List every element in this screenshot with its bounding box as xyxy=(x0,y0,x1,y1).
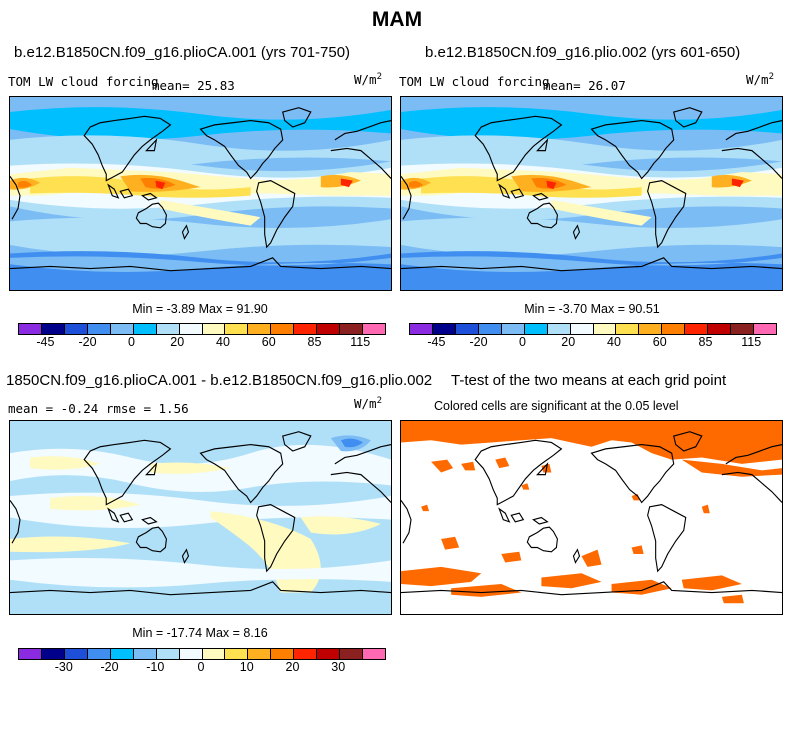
panel3-colorbar-tick-label: 0 xyxy=(197,660,205,674)
panel3-colorbar-swatch xyxy=(41,649,65,659)
panel2-colorbar-tick-label: 60 xyxy=(652,335,667,349)
panel1-colorbar-labels: -45 -20 0 20 40 60 85 115 xyxy=(18,335,384,351)
panel1-case-title: b.e12.B1850CN.f09_g16.plioCA.001 (yrs 70… xyxy=(14,44,351,61)
panel1-colorbar-tick-label: 60 xyxy=(261,335,276,349)
panel3-colorbar-swatch xyxy=(340,649,364,659)
panel3-colorbar-tick-label: -10 xyxy=(146,660,165,674)
panel2-colorbar-swatch xyxy=(708,324,732,334)
panel2-colorbar-swatch xyxy=(754,324,776,334)
panel2-colorbar-swatch xyxy=(593,324,617,334)
panel3-colorbar-swatch xyxy=(248,649,272,659)
panel1-colorbar-swatch xyxy=(179,324,203,334)
panel2-map xyxy=(400,96,783,291)
panel2-colorbar-swatch xyxy=(524,324,548,334)
panel3-colorbar-labels: -30 -20 -10 0 10 20 30 xyxy=(18,660,384,676)
panel1-colorbar xyxy=(18,323,386,335)
panel2-colorbar-tick-label: 0 xyxy=(518,335,526,349)
panel2-colorbar-swatch xyxy=(639,324,663,334)
panel3-case-title: 1850CN.f09_g16.plioCA.001 - b.e12.B1850C… xyxy=(6,372,433,389)
panel1-colorbar-swatch xyxy=(64,324,88,334)
panel1-colorbar-tick-label: 115 xyxy=(350,335,371,349)
panel2-colorbar-swatch xyxy=(432,324,456,334)
panel3-colorbar-swatch xyxy=(271,649,295,659)
panel3-colorbar xyxy=(18,648,386,660)
panel2-colorbar-tick-label: -20 xyxy=(469,335,488,349)
panel1-colorbar-swatch xyxy=(363,324,385,334)
panel2-colorbar-labels: -45 -20 0 20 40 60 85 115 xyxy=(409,335,775,351)
panel3-colorbar-swatch xyxy=(225,649,249,659)
panel3-colorbar-swatch xyxy=(294,649,318,659)
panel2-colorbar-swatch xyxy=(455,324,479,334)
panel3-colorbar-swatch xyxy=(317,649,341,659)
panel3-colorbar-swatch xyxy=(156,649,180,659)
panel4-title: T-test of the two means at each grid poi… xyxy=(451,372,727,389)
panel1-colorbar-tick-label: 0 xyxy=(127,335,135,349)
panel1-colorbar-tick-label: 40 xyxy=(216,335,230,349)
panel1-units: W/m2 xyxy=(354,72,382,88)
panel3-colorbar-swatch xyxy=(179,649,203,659)
panel1-colorbar-swatch xyxy=(156,324,180,334)
panel3-colorbar-swatch xyxy=(64,649,88,659)
panel3-mean-rmse: mean = -0.24 rmse = 1.56 xyxy=(8,401,189,416)
panel3-colorbar-tick-label: 10 xyxy=(239,660,254,674)
panel2-colorbar-swatch xyxy=(685,324,709,334)
panel1-colorbar-swatch xyxy=(19,324,42,334)
panel2-units: W/m2 xyxy=(746,72,774,88)
panel1-colorbar-swatch xyxy=(340,324,364,334)
figure-title: MAM xyxy=(371,8,423,31)
panel3-colorbar-swatch xyxy=(87,649,111,659)
panel2-colorbar-tick-label: 115 xyxy=(741,335,762,349)
panel1-colorbar-swatch xyxy=(294,324,318,334)
panel2-colorbar-swatch xyxy=(616,324,640,334)
panel1-colorbar-tick-label: -20 xyxy=(78,335,97,349)
panel1-colorbar-swatch xyxy=(248,324,272,334)
panel3-colorbar-swatch xyxy=(110,649,134,659)
panel1-stats: Min = -3.89 Max = 91.90 xyxy=(132,302,268,316)
panel2-colorbar-swatch xyxy=(410,324,433,334)
panel1-map xyxy=(9,96,392,291)
panel1-colorbar-swatch xyxy=(41,324,65,334)
panel3-colorbar-tick-label: -30 xyxy=(54,660,73,674)
panel2-colorbar-swatch xyxy=(478,324,502,334)
panel1-colorbar-swatch xyxy=(271,324,295,334)
panel1-colorbar-tick-label: 85 xyxy=(307,335,322,349)
panel2-colorbar-tick-label: 20 xyxy=(561,335,576,349)
panel3-colorbar-swatch xyxy=(202,649,226,659)
panel3-stats: Min = -17.74 Max = 8.16 xyxy=(132,626,268,640)
panel3-map xyxy=(9,420,392,615)
panel1-colorbar-swatch xyxy=(317,324,341,334)
panel2-variable: TOM LW cloud forcing xyxy=(399,74,550,89)
panel3-colorbar-tick-label: 20 xyxy=(285,660,300,674)
panel2-colorbar-tick-label: 40 xyxy=(607,335,621,349)
panel1-colorbar-tick-label: -45 xyxy=(36,335,55,349)
panel1-colorbar-swatch xyxy=(225,324,249,334)
panel1-colorbar-swatch xyxy=(87,324,111,334)
panel3-colorbar-swatch xyxy=(19,649,42,659)
panel2-colorbar-swatch xyxy=(731,324,755,334)
panel3-colorbar-tick-label: 30 xyxy=(331,660,346,674)
panel4-map xyxy=(400,420,783,615)
panel2-colorbar-tick-label: -45 xyxy=(427,335,446,349)
panel2-colorbar-swatch xyxy=(570,324,594,334)
panel1-colorbar-swatch xyxy=(133,324,157,334)
panel2-colorbar xyxy=(409,323,777,335)
panel3-colorbar-swatch xyxy=(363,649,385,659)
panel3-colorbar-tick-label: -20 xyxy=(100,660,119,674)
panel2-mean: mean= 26.07 xyxy=(543,78,626,93)
panel2-colorbar-swatch xyxy=(501,324,525,334)
panel3-units: W/m2 xyxy=(354,396,382,412)
panel2-stats: Min = -3.70 Max = 90.51 xyxy=(524,302,660,316)
panel3-colorbar-swatch xyxy=(133,649,157,659)
panel1-colorbar-swatch xyxy=(110,324,134,334)
panel1-colorbar-tick-label: 20 xyxy=(170,335,185,349)
panel2-colorbar-swatch xyxy=(547,324,571,334)
panel2-case-title: b.e12.B1850CN.f09_g16.plio.002 (yrs 601-… xyxy=(425,44,741,61)
panel4-note: Colored cells are significant at the 0.0… xyxy=(434,399,679,413)
panel2-colorbar-tick-label: 85 xyxy=(698,335,713,349)
panel2-colorbar-swatch xyxy=(662,324,686,334)
panel1-variable: TOM LW cloud forcing xyxy=(8,74,159,89)
panel1-mean: mean= 25.83 xyxy=(152,78,235,93)
panel1-colorbar-swatch xyxy=(202,324,226,334)
